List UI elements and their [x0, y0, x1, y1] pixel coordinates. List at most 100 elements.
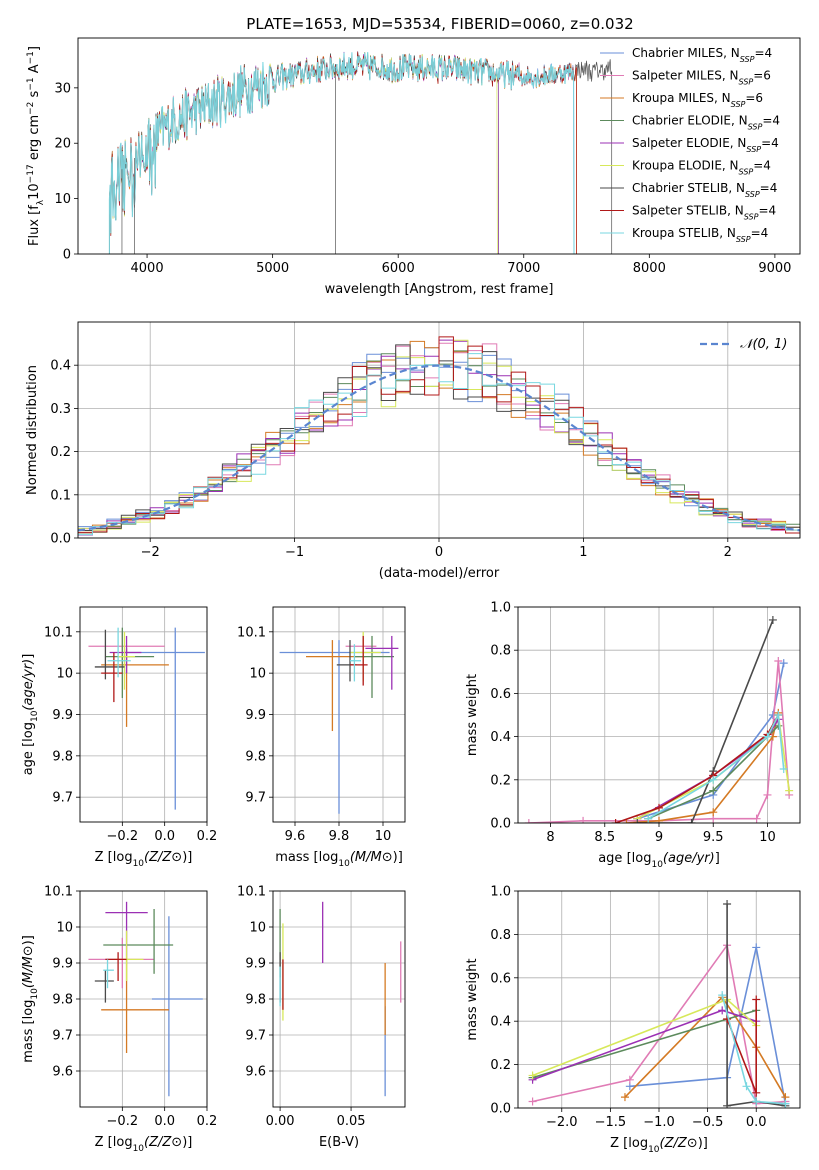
- legend-label: Chabrier MILES, NSSP=4: [632, 46, 772, 64]
- x-tick-label: −2.0: [546, 1115, 578, 1130]
- y-tick-label: 10.1: [44, 625, 73, 640]
- weight-marker: [723, 1101, 732, 1108]
- errorbar-chabrier-elodie: [354, 635, 394, 698]
- normal-curve: [78, 364, 800, 532]
- y-tick-label: 9.7: [52, 1029, 73, 1044]
- x-tick-label: −0.5: [692, 1115, 724, 1130]
- errorbar-chabrier-elodie: [103, 909, 174, 974]
- y-tick-label: 0.4: [490, 1015, 511, 1030]
- weights-chabrier-miles: [633, 659, 788, 823]
- x-axis-label: Z [log10(Z/Z⊙)]: [95, 850, 193, 869]
- spectrum-frame: [77, 37, 801, 255]
- weights-kroupa-stelib: [718, 991, 790, 1108]
- weight-marker: [655, 816, 663, 823]
- weight-line: [647, 725, 779, 820]
- y-tick-label: 0.6: [490, 687, 511, 702]
- residuals-plot-area: [78, 336, 800, 536]
- weight-line: [615, 714, 779, 823]
- y-tick-label: 9.7: [245, 1029, 266, 1044]
- age-vs-Z-plot-area: [88, 627, 205, 810]
- age-vs-Z-axes: −0.2 0.0 0.2 9.7 9.8 9.9 10 10.1 Z [log10(Z/Z⊙)]…: [21, 606, 218, 869]
- legend-label: Salpeter STELIB, NSSP=4: [632, 204, 776, 222]
- weight-marker: [752, 1088, 761, 1097]
- y-tick-label: 0.0: [50, 532, 71, 547]
- x-tick-label: 0.00: [266, 1114, 295, 1129]
- errorbar-kroupa-stelib: [107, 627, 131, 678]
- x-tick-label: 8.5: [594, 830, 615, 845]
- x-tick-label: 6000: [382, 261, 415, 276]
- y-tick-label: 0.3: [50, 402, 71, 417]
- weight-marker: [768, 615, 777, 624]
- y-tick-label: 0.1: [50, 488, 71, 503]
- y-tick-label: 0.0: [490, 817, 511, 832]
- x-tick-label: 5000: [256, 261, 289, 276]
- weight-marker: [528, 1097, 537, 1106]
- weight-marker: [774, 657, 783, 665]
- errorbar-salpeter-stelib: [105, 952, 127, 981]
- errorbar-chabrier-miles: [151, 916, 203, 1097]
- weight-marker: [781, 1099, 790, 1108]
- errorbar-kroupa-stelib: [350, 644, 361, 682]
- y-tick-label: 9.6: [52, 1065, 73, 1080]
- mass-vs-ebv-frame: [272, 890, 406, 1108]
- x-tick-label: 1: [579, 545, 587, 560]
- x-tick-label: 0.0: [154, 829, 175, 844]
- weight-marker: [779, 659, 788, 668]
- y-tick-label: 10: [56, 667, 73, 682]
- weight-line: [726, 904, 786, 1107]
- weight-marker: [524, 819, 533, 823]
- weight-marker: [633, 819, 642, 823]
- legend-label: Chabrier STELIB, NSSP=4: [632, 181, 777, 199]
- errorbar-chabrier-miles: [279, 640, 390, 814]
- weight-marker: [622, 819, 631, 823]
- errorbar-chabrier-stelib: [94, 629, 125, 680]
- x-tick-label: 0.0: [154, 1114, 175, 1129]
- age-vs-mass-frame: [272, 606, 406, 823]
- weight-marker: [709, 808, 718, 817]
- x-tick-label: −1.0: [643, 1115, 675, 1130]
- weight-marker: [655, 803, 663, 812]
- x-axis-label: Z [log10(Z/Z⊙)]: [95, 1135, 193, 1154]
- y-tick-label: 0.4: [490, 730, 511, 745]
- residuals-axes: −2 −1 0 1 2 0.0 0.1 0.2 0.3 0.4 (data-model)/error…: [25, 321, 801, 581]
- weight-marker: [763, 732, 772, 741]
- x-tick-label: 8: [546, 830, 554, 845]
- y-tick-label: 0.2: [490, 773, 511, 788]
- spectrum-line-salpeter-stelib: [109, 51, 577, 254]
- y-tick-label: 1.0: [490, 601, 511, 616]
- weight-line: [528, 660, 790, 823]
- massweight-vs-age-plot-area: [524, 615, 794, 823]
- y-axis-label: Flux [fλ10−17 erg cm−2 s−1 A−1]: [26, 46, 46, 246]
- y-tick-label: 9.9: [245, 708, 266, 723]
- weight-marker: [709, 775, 718, 784]
- weight-line: [637, 619, 774, 823]
- mass-vs-Z-axes: −0.2 0.0 0.2 9.6 9.7 9.8 9.9 10 10.1 Z [log10(Z/Z…: [21, 885, 217, 1155]
- weight-marker: [752, 943, 761, 952]
- massweight-vs-age-axes: 8 8.5 9 9.5 10 0.0 0.2 0.4 0.6 0.8 1.0 age [log10(a…: [465, 601, 801, 870]
- legend-label: Salpeter MILES, NSSP=6: [632, 69, 771, 87]
- y-tick-label: 0.8: [490, 928, 511, 943]
- y-tick-label: 9.9: [245, 957, 266, 972]
- legend-label: Kroupa MILES, NSSP=6: [632, 91, 763, 109]
- x-tick-label: 2: [724, 545, 732, 560]
- y-axis-label: age [log10(age/yr)]: [21, 654, 40, 776]
- errorbar-salpeter-stelib: [350, 635, 368, 686]
- weight-line: [721, 994, 786, 1105]
- spectrum-legend: Chabrier MILES, NSSP=4 Salpeter MILES, NS…: [600, 46, 780, 244]
- y-tick-label: 10: [249, 921, 266, 936]
- weight-marker: [528, 1071, 537, 1080]
- x-tick-label: −2: [141, 545, 160, 560]
- x-axis-label: Z [log10(Z/Z⊙)]: [610, 1136, 708, 1155]
- y-tick-label: 10.1: [44, 885, 73, 900]
- y-tick-label: 10: [249, 667, 266, 682]
- y-tick-label: 1.0: [490, 885, 511, 900]
- x-axis-label: (data-model)/error: [379, 566, 500, 581]
- figure-title: PLATE=1653, MJD=53534, FIBERID=0060, z=0…: [246, 15, 633, 33]
- weight-marker: [687, 819, 696, 823]
- residuals-frame: [77, 321, 801, 539]
- x-tick-label: 0: [435, 545, 443, 560]
- histogram-kroupa-stelib: [78, 353, 800, 536]
- x-tick-label: 0.2: [197, 829, 218, 844]
- x-tick-label: 9: [655, 830, 663, 845]
- weights-salpeter-elodie: [528, 1006, 761, 1084]
